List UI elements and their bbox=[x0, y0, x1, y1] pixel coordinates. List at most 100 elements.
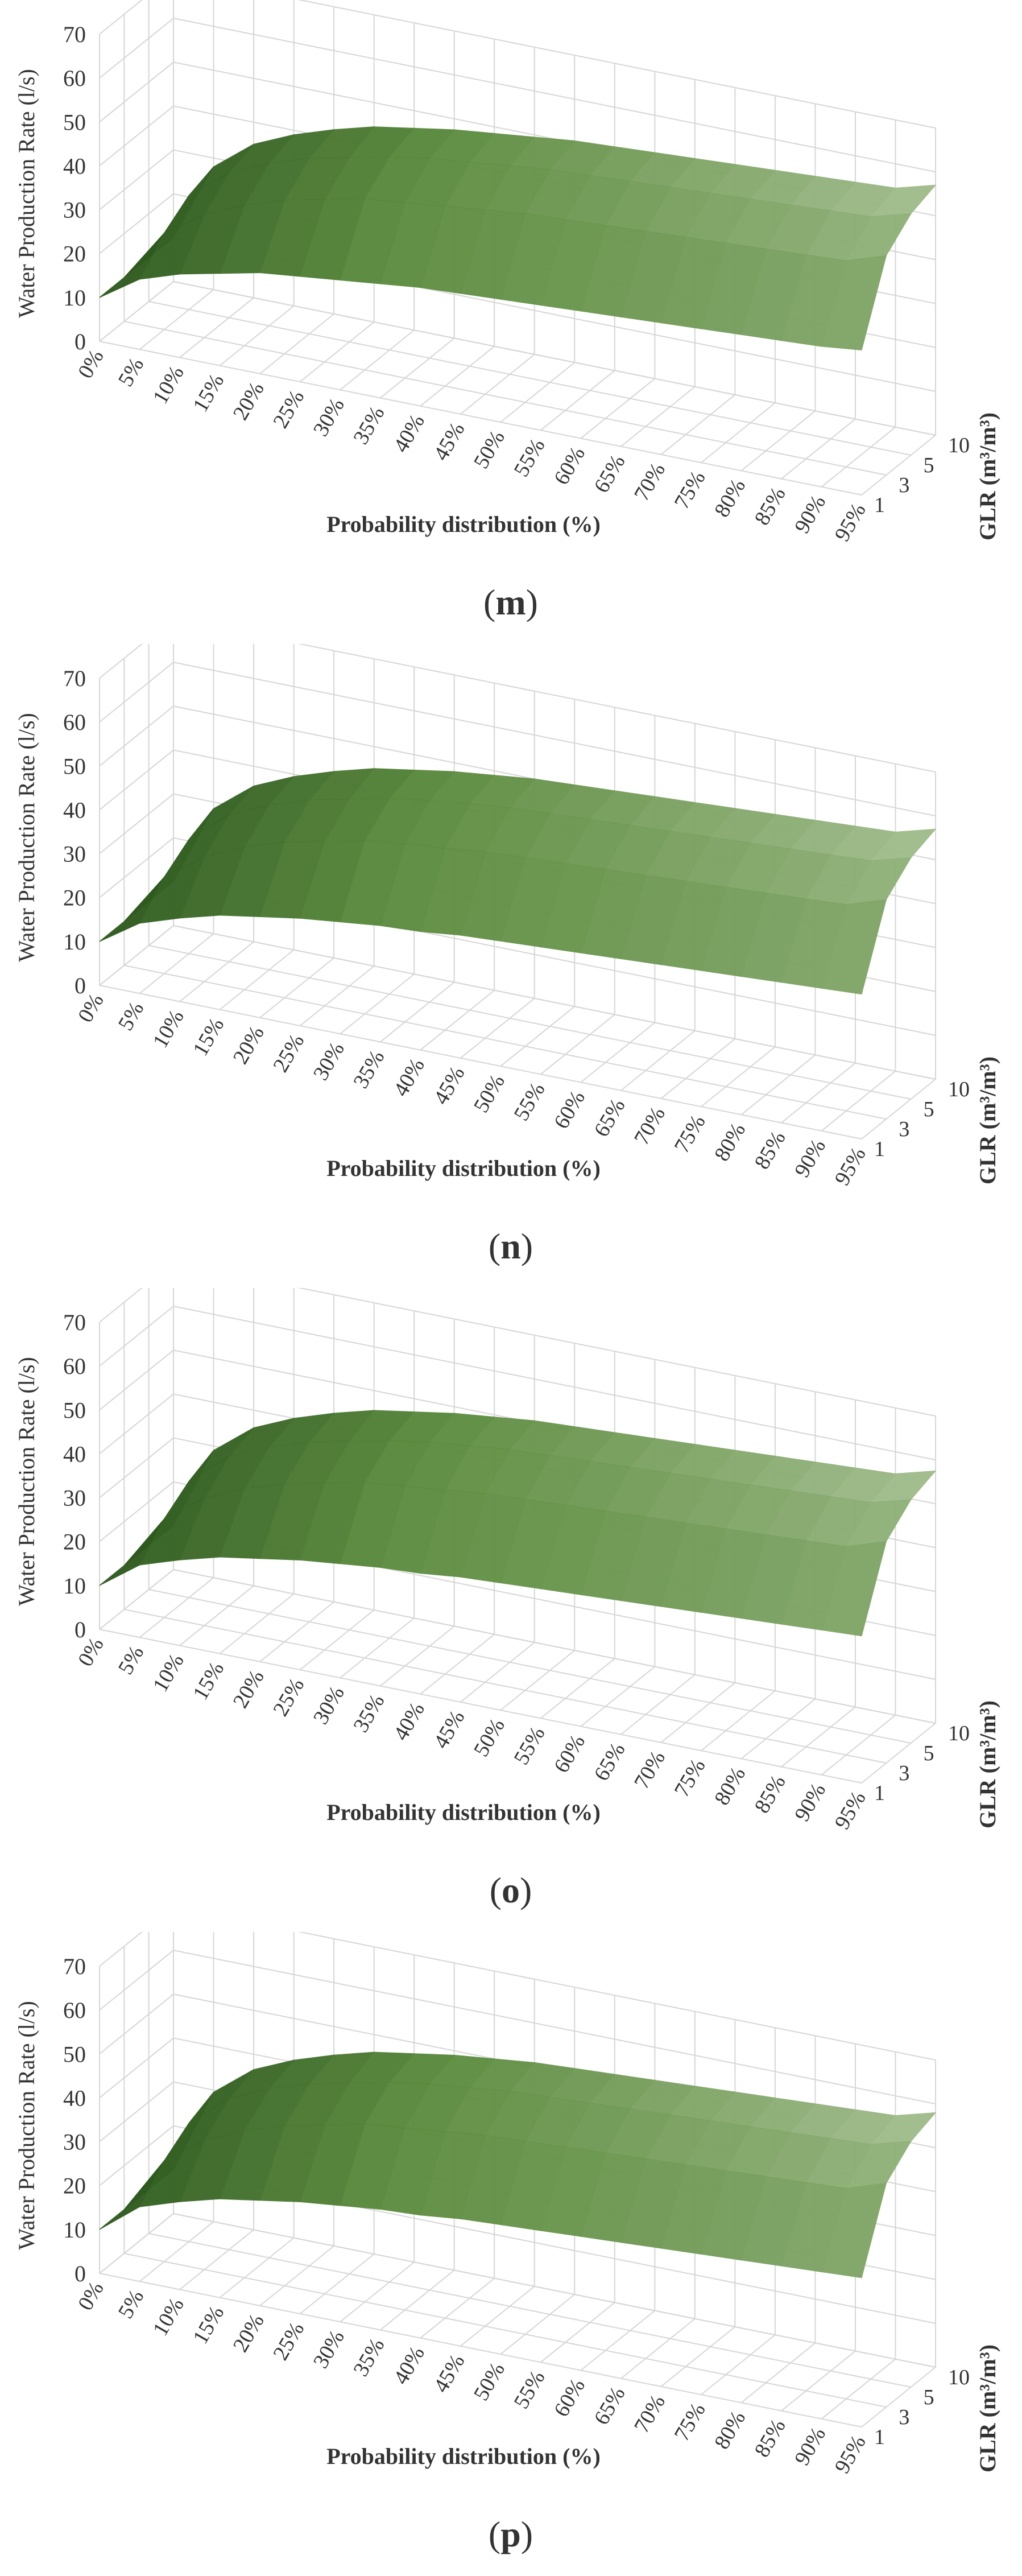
floor-gridline bbox=[740, 1054, 816, 1116]
z-tick-label: 3 bbox=[899, 1761, 909, 1785]
surface-chart-o: 0 10 20 30 40 50 60 70 Water Production Rate (l/… bbox=[14, 1288, 1000, 1910]
y-tick-label: 10 bbox=[63, 929, 86, 955]
x-tick-label: 95% bbox=[830, 2431, 871, 2478]
floor-gridline bbox=[148, 1589, 911, 1744]
back-wall-gridline bbox=[297, 0, 936, 129]
x-tick-label: 50% bbox=[469, 1715, 510, 1761]
y-tick-label: 50 bbox=[63, 2041, 86, 2067]
x-tick-label: 25% bbox=[268, 1674, 309, 1720]
floor-gridline bbox=[540, 370, 615, 431]
floor-gridline bbox=[380, 337, 455, 399]
x-tick-label: 75% bbox=[669, 467, 710, 513]
y-tick-label: 40 bbox=[63, 153, 86, 179]
floor-gridline bbox=[179, 2229, 254, 2290]
floor-gridline bbox=[821, 427, 896, 488]
floor-gridline bbox=[580, 378, 655, 439]
x-tick-label: 35% bbox=[349, 402, 389, 448]
x-axis-title: Probability distribution (%) bbox=[326, 1799, 601, 1825]
floor-gridline bbox=[380, 1625, 455, 1687]
floor-gridline bbox=[300, 2253, 375, 2314]
x-tick-label: 50% bbox=[469, 1071, 510, 1117]
x-tick-label: 15% bbox=[188, 1658, 229, 1704]
x-tick-label: 55% bbox=[509, 435, 549, 481]
x-tick-label: 40% bbox=[389, 1698, 429, 1744]
surface-patch bbox=[821, 255, 887, 351]
floor-gridline bbox=[660, 1038, 735, 1099]
z-tick-label: 1 bbox=[874, 2425, 885, 2449]
floor-gridline bbox=[124, 1609, 887, 1764]
x-tick-label: 20% bbox=[229, 1022, 269, 1068]
floor-gridline bbox=[139, 933, 214, 994]
side-wall-gridline bbox=[99, 644, 143, 679]
back-wall-gridline bbox=[297, 644, 936, 773]
floor-gridline bbox=[124, 321, 887, 476]
x-tick-label: 30% bbox=[309, 1682, 349, 1728]
floor-gridline bbox=[420, 345, 495, 407]
floor-gridline bbox=[99, 925, 174, 986]
y-axis-title: Water Production Rate (l/s) bbox=[14, 69, 39, 318]
floor-gridline bbox=[580, 2310, 655, 2371]
side-wall-gridline bbox=[99, 1306, 174, 1367]
side-wall-gridline bbox=[99, 1950, 174, 2011]
y-tick-label: 20 bbox=[63, 1529, 86, 1555]
panel-caption: (p) bbox=[489, 2514, 533, 2554]
floor-gridline bbox=[620, 1674, 696, 1735]
y-axis: 0 10 20 30 40 50 60 70 bbox=[63, 666, 86, 998]
y-tick-label: 40 bbox=[63, 2085, 86, 2111]
back-wall-gridline bbox=[173, 1306, 936, 1461]
surface bbox=[99, 1410, 937, 1637]
floor-gridline bbox=[124, 2253, 887, 2408]
floor-gridline bbox=[380, 981, 455, 1043]
back-wall-gridline bbox=[297, 1932, 936, 2061]
x-tick-label: 80% bbox=[710, 2407, 750, 2453]
x-tick-label: 25% bbox=[268, 386, 309, 432]
side-wall-gridline bbox=[99, 749, 174, 811]
side-wall-gridline bbox=[99, 105, 174, 167]
floor-gridline bbox=[219, 2237, 295, 2298]
y-tick-label: 30 bbox=[63, 2129, 86, 2155]
x-tick-label: 70% bbox=[630, 1103, 670, 1149]
floor-gridline bbox=[861, 2367, 936, 2428]
x-tick-label: 30% bbox=[309, 1038, 349, 1084]
x-tick-label: 10% bbox=[148, 1006, 189, 1052]
surface-chart-p: 0 10 20 30 40 50 60 70 Water Production Rate (l/… bbox=[14, 1932, 1000, 2554]
floor-gridline bbox=[580, 1022, 655, 1083]
floor-gridline bbox=[701, 1046, 776, 1107]
side-wall-gridline bbox=[99, 1349, 174, 1411]
floor-gridline bbox=[340, 329, 415, 391]
y-tick-label: 10 bbox=[63, 1573, 86, 1599]
y-tick-label: 40 bbox=[63, 1441, 86, 1467]
chart-panel-n: 0 10 20 30 40 50 60 70 Water Production Rate (l/… bbox=[0, 644, 1022, 1288]
x-tick-label: 60% bbox=[549, 1087, 590, 1133]
floor-gridline bbox=[821, 2359, 896, 2420]
z-axis-title: GLR (m³/m³) bbox=[975, 1700, 1000, 1828]
floor-gridline bbox=[740, 1698, 816, 1760]
x-tick-label: 65% bbox=[589, 1739, 630, 1785]
z-tick-label: 3 bbox=[899, 473, 909, 497]
y-tick-label: 50 bbox=[63, 1397, 86, 1423]
x-tick-label: 5% bbox=[114, 2286, 149, 2323]
side-wall-gridline bbox=[99, 18, 174, 79]
z-axis: 135 10 bbox=[874, 1078, 970, 1161]
x-tick-label: 60% bbox=[549, 443, 590, 489]
x-tick-label: 20% bbox=[229, 1666, 269, 1712]
floor-gridline bbox=[701, 2334, 776, 2395]
x-tick-label: 40% bbox=[389, 1054, 429, 1100]
x-tick-label: 15% bbox=[188, 1014, 229, 1060]
back-wall-gridline bbox=[173, 18, 936, 173]
y-tick-label: 20 bbox=[63, 241, 86, 267]
x-tick-label: 90% bbox=[790, 2423, 830, 2469]
x-tick-label: 60% bbox=[549, 2375, 590, 2421]
z-tick-label: 10 bbox=[948, 434, 970, 457]
floor-gridline bbox=[540, 2302, 615, 2363]
y-axis-title: Water Production Rate (l/s) bbox=[14, 713, 39, 962]
y-axis: 0 10 20 30 40 50 60 70 bbox=[63, 22, 86, 354]
x-tick-label: 5% bbox=[114, 354, 149, 391]
z-tick-label: 3 bbox=[899, 1117, 909, 1141]
y-tick-label: 0 bbox=[75, 1617, 86, 1642]
side-wall-gridline bbox=[99, 662, 174, 723]
x-tick-label: 65% bbox=[589, 451, 630, 497]
x-tick-label: 10% bbox=[148, 362, 189, 408]
floor-gridline bbox=[500, 1006, 575, 1067]
floor-gridline bbox=[340, 2261, 415, 2323]
